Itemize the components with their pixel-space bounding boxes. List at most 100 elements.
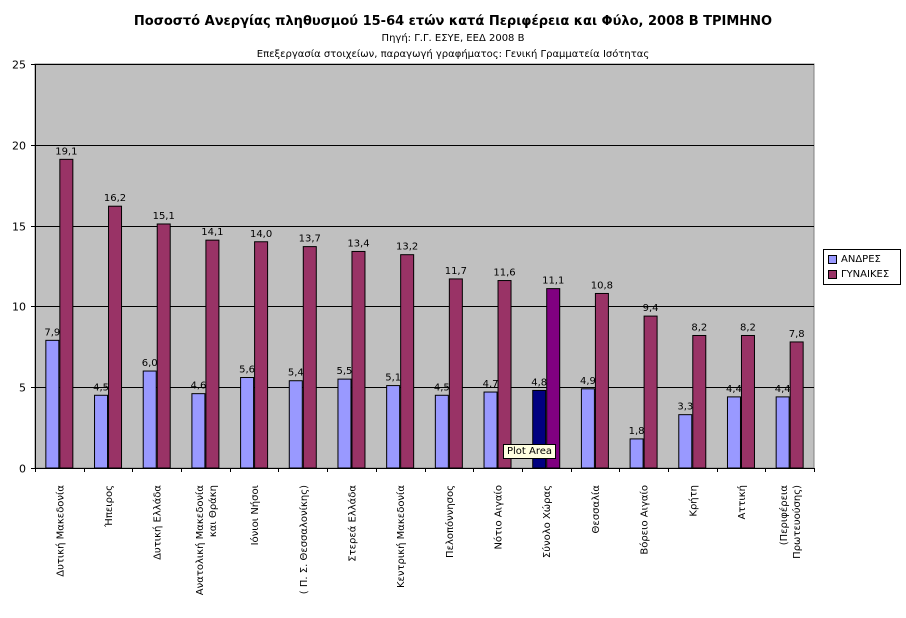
data-label-gynaikes: 11,7 <box>445 266 467 277</box>
legend-label-gynaikes: ΓΥΝΑΙΚΕΣ <box>841 269 890 280</box>
bar-andres <box>337 378 352 469</box>
category-label: Δυτική Ελλάδα <box>152 485 164 560</box>
category-label: Αττική <box>736 485 748 520</box>
bar-andres <box>434 394 449 469</box>
bar-andres <box>580 388 595 469</box>
bar-gynaikes <box>594 292 609 469</box>
y-tick-label: 15 <box>12 221 26 234</box>
bar-gynaikes <box>59 158 74 469</box>
category-label: ( Π. Σ. Θεσσαλονίκης) <box>298 485 310 594</box>
legend-item-andres[interactable]: ΑΝΔΡΕΣ <box>828 253 881 266</box>
bar-gynaikes <box>740 334 755 469</box>
data-label-gynaikes: 14,1 <box>201 227 223 238</box>
chart-title: Ποσοστό Ανεργίας πληθυσμού 15-64 ετών κα… <box>133 14 773 29</box>
data-label-andres: 1,8 <box>629 426 645 437</box>
bar-gynaikes <box>546 288 561 469</box>
bar-andres <box>142 370 157 469</box>
bar-andres <box>775 396 790 469</box>
bar-andres <box>240 377 255 469</box>
data-label-gynaikes: 13,4 <box>347 238 369 249</box>
data-label-gynaikes: 8,2 <box>691 322 707 333</box>
data-label-gynaikes: 13,2 <box>396 242 418 253</box>
data-label-andres: 4,5 <box>434 382 450 393</box>
category-label: Κρήτη <box>687 485 699 517</box>
category-label: Νότιο Αιγαίο <box>493 485 505 550</box>
chart-source: Πηγή: Γ.Γ. ΕΣΥΕ, ΕΕΔ 2008 Β <box>381 33 525 44</box>
category-label: (Περιφέρεια <box>778 485 790 546</box>
bar-gynaikes <box>156 223 171 469</box>
legend-item-gynaikes[interactable]: ΓΥΝΑΙΚΕΣ <box>828 268 889 281</box>
data-label-andres: 7,9 <box>44 327 60 338</box>
category-label: Κεντρική Μακεδονία <box>395 485 407 588</box>
bar-gynaikes <box>254 241 269 469</box>
legend-label-andres: ΑΝΔΡΕΣ <box>841 254 881 265</box>
data-label-andres: 4,4 <box>775 384 791 395</box>
data-label-gynaikes: 9,4 <box>643 303 659 314</box>
bar-gynaikes <box>692 334 707 469</box>
bar-andres <box>678 414 693 469</box>
data-label-andres: 6,0 <box>142 358 158 369</box>
category-label: Ιόνιοι Νήσοι <box>249 484 261 545</box>
data-label-gynaikes: 13,7 <box>299 234 321 245</box>
data-label-andres: 5,5 <box>337 366 353 377</box>
bar-gynaikes <box>643 315 658 469</box>
data-label-gynaikes: 11,1 <box>542 276 564 287</box>
data-label-gynaikes: 11,6 <box>493 268 515 279</box>
bar-andres <box>45 339 60 469</box>
bar-gynaikes <box>448 278 463 469</box>
data-label-andres: 4,7 <box>483 379 499 390</box>
data-label-gynaikes: 16,2 <box>104 193 126 204</box>
bar-andres <box>288 380 303 469</box>
bar-andres <box>629 438 644 469</box>
bar-gynaikes <box>108 205 123 469</box>
bar-gynaikes <box>351 250 366 469</box>
category-label: Ήπειρος <box>103 485 115 528</box>
data-label-andres: 3,3 <box>677 402 693 413</box>
category-label: Βόρειο Αιγαίο <box>639 485 651 555</box>
data-label-andres: 4,9 <box>580 376 596 387</box>
data-label-andres: 5,1 <box>385 373 401 384</box>
y-tick-label: 20 <box>12 140 26 153</box>
data-label-gynaikes: 8,2 <box>740 322 756 333</box>
bar-gynaikes <box>302 246 317 469</box>
data-label-gynaikes: 14,0 <box>250 229 272 240</box>
bar-andres <box>726 396 741 469</box>
legend-swatch-andres <box>828 255 837 264</box>
category-label: και Θράκη <box>207 485 219 537</box>
data-label-gynaikes: 10,8 <box>591 280 613 291</box>
category-label: Σύνολο Χώρας <box>541 485 553 558</box>
data-label-andres: 5,6 <box>239 365 255 376</box>
category-label: Στερεά Ελλάδα <box>346 485 358 562</box>
legend-swatch-gynaikes <box>828 270 837 279</box>
plot-area-tooltip: Plot Area <box>503 444 557 459</box>
bar-andres <box>483 391 498 469</box>
category-label: Ανατολική Μακεδονία <box>194 485 206 596</box>
y-tick-label: 25 <box>12 59 26 72</box>
bar-gynaikes <box>789 341 804 469</box>
bar-gynaikes <box>497 280 512 469</box>
data-label-andres: 5,4 <box>288 368 304 379</box>
data-label-andres: 4,4 <box>726 384 742 395</box>
legend[interactable]: ΑΝΔΡΕΣ ΓΥΝΑΙΚΕΣ <box>823 249 901 285</box>
data-label-andres: 4,6 <box>190 381 206 392</box>
y-tick-label: 10 <box>12 301 26 314</box>
bar-andres <box>94 394 109 469</box>
y-tick-label: 5 <box>19 382 26 395</box>
data-label-gynaikes: 7,8 <box>789 329 805 340</box>
category-label: Δυτική Μακεδονία <box>54 485 66 577</box>
data-label-gynaikes: 15,1 <box>153 211 175 222</box>
data-label-andres: 4,8 <box>531 377 547 388</box>
data-label-gynaikes: 19,1 <box>55 146 77 157</box>
category-label: Πρωτευούσης) <box>791 485 803 559</box>
chart-processing-note: Επεξεργασία στοιχείων, παραγωγή γραφήματ… <box>256 49 650 60</box>
bar-gynaikes <box>400 254 415 469</box>
y-tick-label: 0 <box>19 463 26 476</box>
data-label-andres: 4,5 <box>93 382 109 393</box>
bar-andres <box>386 385 401 469</box>
bar-andres <box>191 393 206 469</box>
bar-gynaikes <box>205 239 220 469</box>
category-label: Πελοπόννησος <box>444 485 456 558</box>
category-label: Θεσσαλία <box>590 485 602 534</box>
